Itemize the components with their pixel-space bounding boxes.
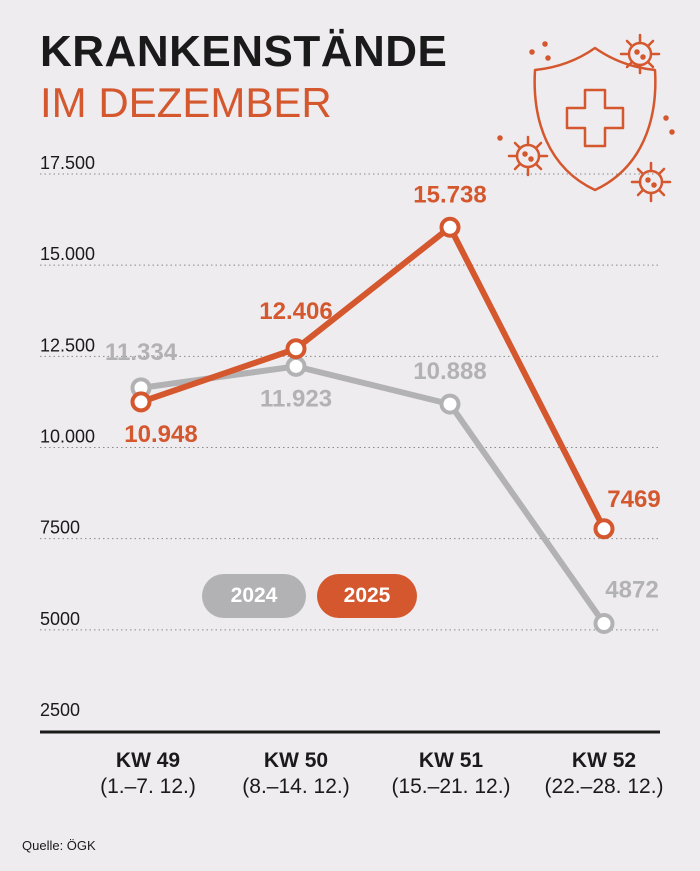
- x-tick-label: KW 52: [571, 749, 637, 772]
- series-line-2025: [138, 224, 607, 532]
- data-point-2025: [439, 216, 461, 238]
- data-label-2025: 7469: [607, 486, 660, 513]
- y-tick-label: 2500: [40, 700, 80, 720]
- shield-medical-cross-virus-icon: [497, 33, 675, 203]
- y-tick-label: 12.500: [40, 335, 95, 355]
- source-note: Quelle: ÖGK: [22, 838, 96, 853]
- x-tick-range: (22.–28. 12.): [544, 775, 664, 799]
- y-tick-label: 10.000: [40, 427, 95, 447]
- data-point-2024: [439, 393, 461, 415]
- data-label-2025: 10.948: [124, 421, 197, 448]
- legend-item-2024: 2024: [202, 574, 306, 618]
- x-tick-label: KW 51: [418, 749, 484, 772]
- data-labels: 11.334 11.923 10.888 4872 10.948 12.406 15.738…: [105, 181, 661, 603]
- x-tick-label: KW 50: [263, 749, 329, 772]
- y-axis-ticks: 2500 5000 7500 10.000 12.500 15.000 17.500: [40, 153, 95, 720]
- x-tick-range: (15.–21. 12.): [391, 775, 511, 799]
- data-point-2025: [285, 338, 307, 360]
- x-tick-label: KW 49: [115, 749, 181, 772]
- data-label-2024: 11.923: [260, 385, 332, 412]
- y-tick-label: 5000: [40, 609, 80, 629]
- y-tick-label: 7500: [40, 518, 80, 538]
- y-tick-label: 17.500: [40, 153, 95, 173]
- data-label-2025: 12.406: [259, 298, 332, 325]
- y-tick-label: 15.000: [40, 244, 95, 264]
- x-category-kw51: KW 51 (15.–21. 12.): [371, 748, 531, 801]
- x-category-kw49: KW 49 (1.–7. 12.): [68, 748, 228, 801]
- data-point-2024: [593, 613, 615, 635]
- data-point-2025: [593, 518, 615, 540]
- data-label-2024: 4872: [605, 577, 658, 604]
- data-label-2024: 11.334: [105, 339, 178, 366]
- data-point-2025: [130, 391, 152, 413]
- legend-item-2025: 2025: [317, 574, 417, 618]
- x-category-kw50: KW 50 (8.–14. 12.): [216, 748, 376, 801]
- data-point-2024: [285, 355, 307, 377]
- x-tick-range: (8.–14. 12.): [242, 775, 350, 799]
- x-category-kw52: KW 52 (22.–28. 12.): [524, 748, 684, 801]
- x-tick-range: (1.–7. 12.): [100, 775, 196, 799]
- chart-title: KRANKENSTÄNDE: [40, 27, 448, 76]
- series-layer: [130, 216, 615, 635]
- chart-subtitle: IM DEZEMBER: [40, 79, 332, 126]
- data-label-2024: 10.888: [413, 358, 486, 385]
- data-label-2025: 15.738: [413, 181, 486, 208]
